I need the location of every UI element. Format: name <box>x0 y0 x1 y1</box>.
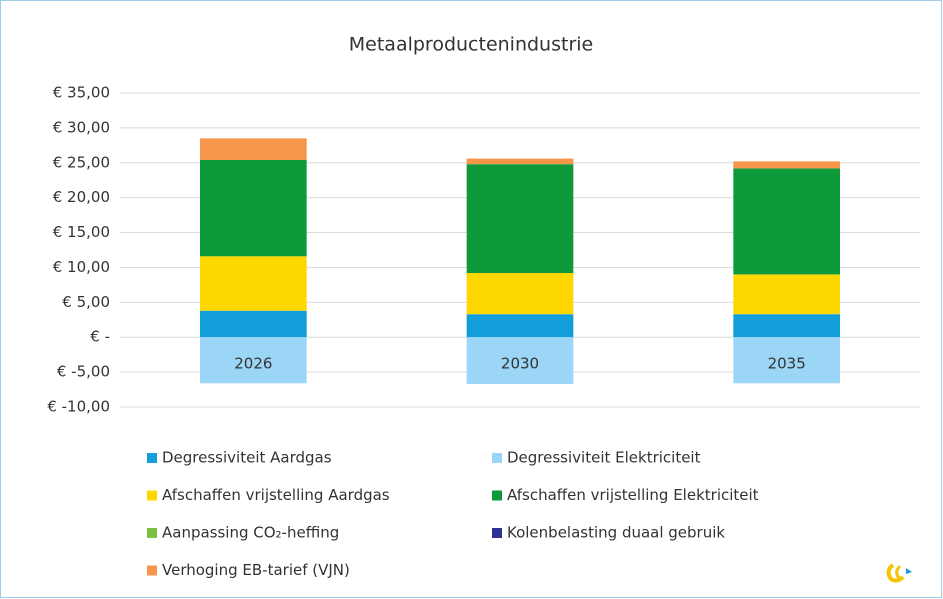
y-tick-label: € 15,00 <box>53 223 110 241</box>
bar-segment <box>466 314 574 338</box>
y-tick-label: € -5,00 <box>57 363 110 381</box>
legend-swatch <box>147 490 157 501</box>
bar-segment <box>466 337 574 384</box>
legend-swatch <box>147 453 157 463</box>
y-tick-label: € 5,00 <box>62 293 110 311</box>
y-tick-label: € - <box>90 328 110 346</box>
bar-segment <box>733 314 840 338</box>
chart-title: Metaalproductenindustrie <box>349 34 593 56</box>
legend-label: Kolenbelasting duaal gebruik <box>507 524 725 542</box>
y-tick-label: € 30,00 <box>53 118 110 136</box>
legend-label: Aanpassing CO₂-heffing <box>162 524 339 542</box>
logo <box>886 563 912 583</box>
bar-segment <box>733 168 840 275</box>
bar-segment <box>733 337 840 384</box>
legend-label: Degressiviteit Elektriciteit <box>507 449 701 467</box>
y-tick-label: € 20,00 <box>53 188 110 206</box>
bar-segment <box>200 310 307 338</box>
legend-label: Degressiviteit Aardgas <box>162 449 332 467</box>
bar-segment <box>466 273 574 315</box>
bar-segment <box>466 158 574 165</box>
bar-segment <box>200 337 307 384</box>
bar-segment <box>733 161 840 169</box>
legend-swatch <box>147 565 157 576</box>
bar-segment <box>733 274 840 315</box>
legend-label: Afschaffen vrijstelling Elektriciteit <box>507 486 759 504</box>
y-tick-label: € 25,00 <box>53 153 110 171</box>
x-tick-label: 2035 <box>768 355 806 373</box>
x-tick-label: 2026 <box>234 355 272 373</box>
bar-segment <box>200 138 307 160</box>
legend-swatch <box>492 453 502 463</box>
bar-segment <box>466 164 574 274</box>
legend-swatch <box>492 490 502 501</box>
legend-label: Verhoging EB-tarief (VJN) <box>162 561 350 579</box>
legend-label: Afschaffen vrijstelling Aardgas <box>162 486 390 504</box>
bar-segment <box>200 256 307 311</box>
y-tick-label: € 35,00 <box>53 84 110 102</box>
legend-swatch <box>492 528 502 538</box>
y-tick-label: € -10,00 <box>47 398 110 416</box>
bar-segment <box>200 159 307 257</box>
y-tick-label: € 10,00 <box>53 258 110 276</box>
x-tick-label: 2030 <box>501 355 539 373</box>
legend-swatch <box>147 528 157 538</box>
